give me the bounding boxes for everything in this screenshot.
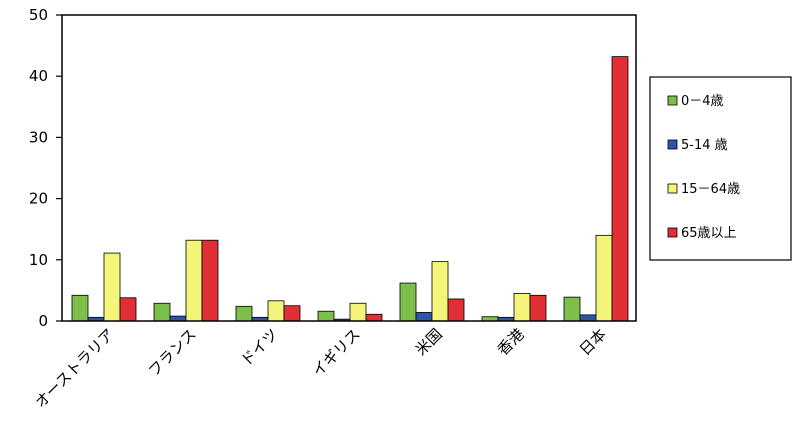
bar-2-2 [267, 300, 285, 322]
legend: 0－4歳 5-14 歳 15－64歳 65歳以上 [649, 76, 792, 261]
legend-swatch [667, 139, 678, 150]
y-tick-label: 10 [29, 251, 48, 269]
legend-swatch [667, 227, 678, 238]
bar-6-1 [579, 314, 597, 322]
x-axis-labels: オーストラリア フランス ドイツ イギリス 米国 香港 日本 [31, 325, 609, 411]
bar-6-0 [563, 296, 581, 322]
bar-5-2 [513, 293, 531, 322]
y-tick-label: 0 [38, 312, 48, 330]
bar-0-3 [119, 297, 137, 322]
legend-swatch [667, 95, 678, 106]
bar-0-2 [103, 252, 121, 322]
x-category-label: 米国 [412, 325, 446, 359]
x-category-label: ドイツ [237, 325, 282, 370]
y-tick-label: 30 [29, 128, 48, 146]
bar-3-2 [349, 302, 367, 322]
bars [71, 56, 629, 322]
legend-swatch [667, 183, 678, 194]
bar-2-0 [235, 305, 253, 322]
bar-4-3 [447, 298, 465, 322]
legend-label: 0－4歳 [681, 94, 724, 109]
bar-1-3 [201, 239, 219, 322]
bar-2-3 [283, 305, 301, 322]
bar-0-0 [71, 294, 89, 322]
y-tick-label: 20 [29, 190, 48, 208]
bar-4-0 [399, 282, 417, 322]
x-category-label: フランス [145, 325, 200, 380]
y-axis-ticks: 0 10 20 30 40 50 [29, 6, 62, 330]
y-tick-label: 40 [29, 67, 48, 85]
bar-4-1 [415, 312, 433, 322]
legend-label: 65歳以上 [681, 226, 737, 241]
bar-5-3 [529, 294, 547, 322]
x-category-label: イギリス [309, 325, 364, 380]
x-category-label: オーストラリア [31, 325, 117, 411]
bar-3-0 [317, 310, 335, 322]
bar-6-3 [611, 56, 629, 322]
x-category-label: 香港 [494, 325, 528, 359]
legend-label: 15－64歳 [681, 182, 740, 197]
bar-1-2 [185, 239, 203, 322]
plot-area-frame [61, 14, 637, 322]
bar-4-2 [431, 261, 449, 322]
bar-6-2 [595, 234, 613, 322]
bar-1-0 [153, 302, 171, 322]
y-tick-label: 50 [29, 6, 48, 24]
x-category-label: 日本 [576, 325, 610, 359]
legend-label: 5-14 歳 [681, 138, 728, 153]
bar-3-3 [365, 313, 383, 322]
